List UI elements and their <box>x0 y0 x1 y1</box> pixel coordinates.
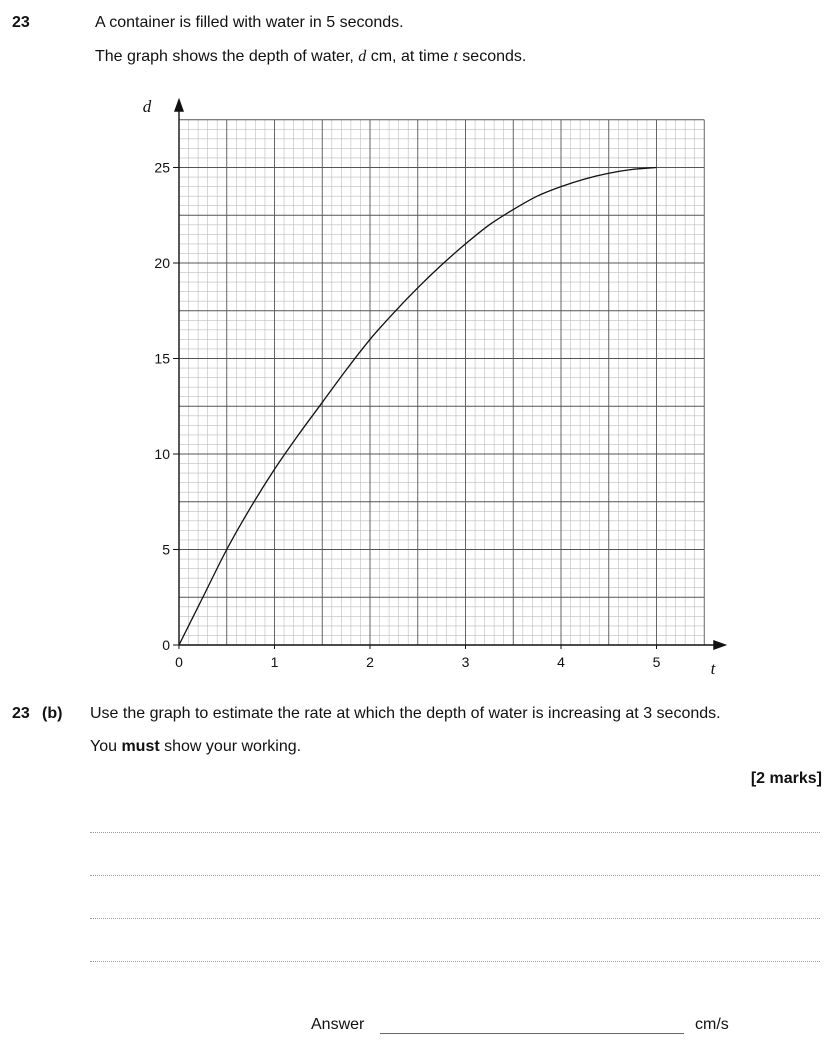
y-tick-label: 5 <box>162 542 170 558</box>
x-tick-label: 3 <box>462 654 470 670</box>
tick-labels: 0 1 2 3 4 5 0 5 10 15 20 25 d t <box>143 97 717 678</box>
description-text-b: cm, at time <box>366 48 454 65</box>
variable-t: t <box>453 48 458 65</box>
y-tick-label: 0 <box>162 637 170 653</box>
x-axis-arrow <box>713 640 728 650</box>
answer-field[interactable] <box>380 1033 684 1034</box>
grid-major <box>179 119 705 645</box>
working-note-must: must <box>121 738 160 755</box>
y-tick-label: 10 <box>154 446 170 462</box>
working-note-b: show your working. <box>159 738 302 755</box>
x-tick-label: 0 <box>175 654 183 670</box>
variable-d: d <box>358 48 367 65</box>
x-tick-label: 1 <box>271 654 279 670</box>
working-line-1[interactable] <box>90 832 820 833</box>
question-number: 23 <box>12 14 30 31</box>
y-tick-label: 25 <box>154 160 170 176</box>
y-axis-arrow <box>174 97 184 112</box>
grid-minor <box>179 119 705 645</box>
working-line-4[interactable] <box>90 961 820 962</box>
depth-time-graph: 0 1 2 3 4 5 0 5 10 15 20 25 d t <box>143 97 728 678</box>
y-tick-label: 15 <box>154 351 170 367</box>
marks-label: [2 marks] <box>750 770 822 787</box>
y-axis-label: d <box>143 97 152 116</box>
x-tick-label: 2 <box>366 654 374 670</box>
depth-curve <box>178 166 657 646</box>
question-intro: A container is filled with water in 5 se… <box>95 14 404 31</box>
y-tick-label: 20 <box>154 255 170 271</box>
description-text-a: The graph shows the depth of water, <box>95 48 359 65</box>
question-graph-description: The graph shows the depth of water, d cm… <box>95 47 526 67</box>
depth-curve-layer <box>178 166 657 646</box>
x-tick-label: 5 <box>653 654 661 670</box>
x-axis-label: t <box>711 659 717 678</box>
answer-unit: cm/s <box>695 1016 729 1033</box>
working-line-2[interactable] <box>90 875 820 876</box>
part-b-label: (b) <box>42 705 63 722</box>
part-b-working-note: You must show your working. <box>90 737 301 757</box>
x-tick-label: 4 <box>557 654 565 670</box>
axes <box>174 97 728 650</box>
description-text-c: seconds. <box>457 48 527 65</box>
working-note-a: You <box>90 738 122 755</box>
working-line-3[interactable] <box>90 918 820 919</box>
part-b-question-number: 23 <box>12 705 30 722</box>
answer-label: Answer <box>311 1016 365 1033</box>
part-b-instruction: Use the graph to estimate the rate at wh… <box>90 705 721 722</box>
